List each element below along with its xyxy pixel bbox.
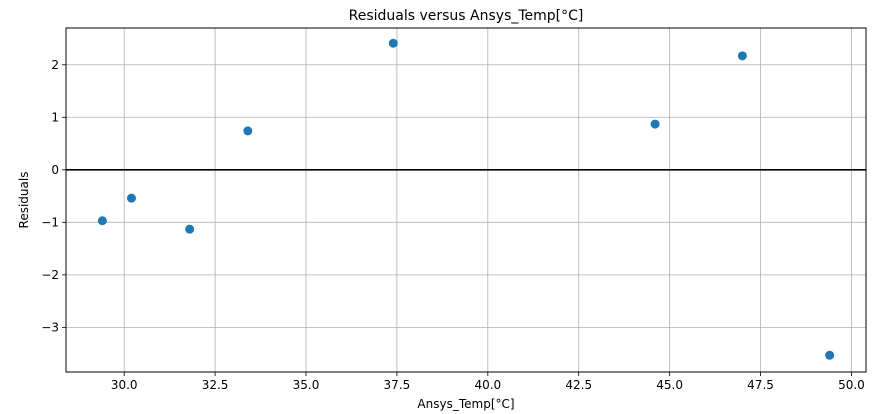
- y-tick-label: 0: [51, 163, 59, 177]
- x-tick-label: 45.0: [656, 378, 683, 392]
- y-tick-label: 1: [51, 110, 59, 124]
- x-axis-label: Ansys_Temp[°C]: [417, 397, 514, 411]
- data-point: [185, 224, 195, 234]
- y-axis-ticks: −3 −2 −1 0 1 2: [41, 58, 66, 334]
- y-tick-label: −1: [41, 215, 59, 229]
- data-point: [243, 126, 253, 136]
- x-tick-label: 30.0: [111, 378, 138, 392]
- plot-area-frame: [65, 27, 867, 373]
- y-axis-label: Residuals: [17, 172, 31, 229]
- y-tick-label: −3: [41, 320, 59, 334]
- data-point: [737, 51, 747, 61]
- x-tick-label: 32.5: [202, 378, 229, 392]
- x-tick-label: 42.5: [565, 378, 592, 392]
- data-point: [126, 193, 136, 203]
- chart-title: Residuals versus Ansys_Temp[°C]: [349, 8, 584, 24]
- x-tick-label: 37.5: [384, 378, 411, 392]
- data-point: [97, 216, 107, 226]
- data-point: [650, 119, 660, 129]
- y-tick-label: 2: [51, 58, 59, 72]
- data-point: [388, 38, 398, 48]
- x-tick-label: 50.0: [838, 378, 865, 392]
- x-tick-label: 47.5: [747, 378, 774, 392]
- x-tick-label: 35.0: [293, 378, 320, 392]
- x-tick-label: 40.0: [474, 378, 501, 392]
- data-points: [97, 38, 835, 360]
- x-axis-ticks: 30.0 32.5 35.0 37.5 40.0 42.5 45.0 47.5 50.0: [111, 372, 865, 392]
- y-tick-label: −2: [41, 268, 59, 282]
- data-point: [825, 350, 835, 360]
